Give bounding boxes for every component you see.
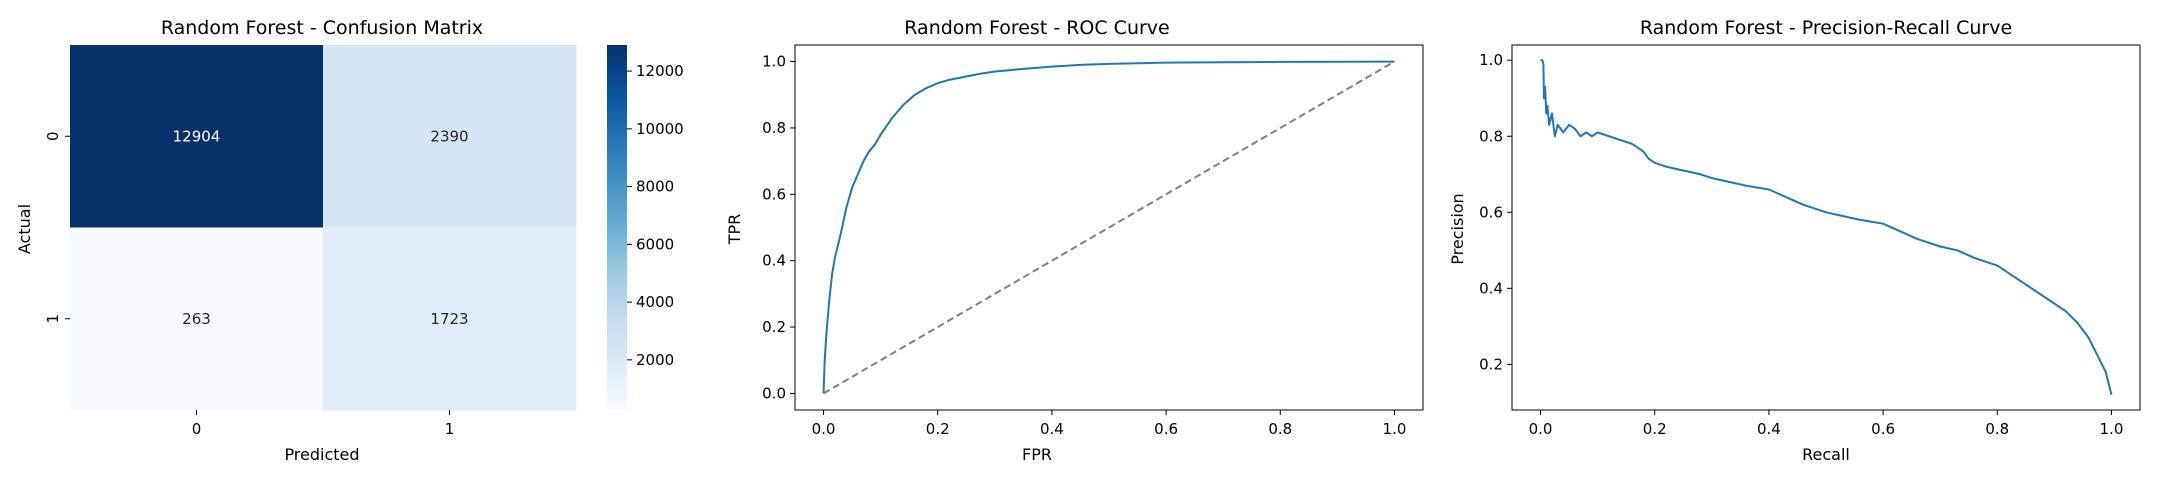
pr-x-tick-label: 0.6 [1871,420,1895,438]
cm-y-tick-label: 0 [44,131,62,141]
pr-plot-area: 0.0 0.2 0.4 0.6 0.8 1.0 0.2 0.4 0.6 0.8 1.0 [1479,44,2141,438]
pr-x-tick-label: 0.2 [1643,420,1667,438]
roc-y-tick-label: 0.2 [762,318,786,336]
cm-cell-label: 2390 [430,127,468,145]
pr-x-tick-label: 0.8 [1985,420,2009,438]
cm-x-tick-label: 0 [192,420,202,438]
pr-x-tick-label: 0.4 [1757,420,1781,438]
cm-y-label: Actual [15,204,34,254]
roc-x-tick-label: 0.8 [1268,420,1292,438]
pr-y-label: Precision [1448,193,1467,264]
roc-x-tick-label: 1.0 [1383,420,1407,438]
cm-cell-0-0 [70,45,324,228]
roc-title: Random Forest - ROC Curve [904,17,1169,39]
cm-x-tick-label: 1 [445,420,455,438]
roc-x-tick-label: 0.0 [812,420,836,438]
cm-colorbar-tick-label: 2000 [636,351,674,369]
roc-axes-frame [794,44,1424,411]
pr-x-tick-label: 1.0 [2100,420,2124,438]
cm-colorbar [607,45,627,410]
roc-plot-area: 0.0 0.2 0.4 0.6 0.8 1.0 0.0 0.2 0.4 0.6 0.8 1.0 [762,44,1424,438]
pr-x-label: Recall [1802,445,1850,464]
pr-y-tick-label: 0.4 [1479,279,1503,297]
pr-y-tick-label: 1.0 [1479,51,1503,69]
pr-series-line-0 [1540,59,2113,396]
pr-y-tick-label: 0.2 [1479,355,1503,373]
pr-y-tick-label: 0.6 [1479,203,1503,221]
cm-y-ticks: 01 [44,131,70,324]
roc-y-label: TPR [725,214,744,246]
roc-x-label: FPR [1022,445,1052,464]
roc-panel: Random Forest - ROC Curve 0.0 0.2 0.4 0.6 0.… [725,17,1424,464]
cm-cell-1-0 [70,227,324,411]
pr-x-tick-label: 0.0 [1529,420,1553,438]
confusion-matrix-panel: Random Forest - Confusion Matrix 12904 23… [15,17,684,464]
roc-x-tick-label: 0.4 [1040,420,1064,438]
cm-colorbar-tick-label: 6000 [636,235,674,253]
cm-x-label: Predicted [284,445,359,464]
pr-panel: Random Forest - Precision-Recall Curve 0… [1448,17,2141,464]
roc-y-tick-label: 0.8 [762,119,786,137]
cm-y-tick-label: 1 [44,314,62,324]
cm-colorbar-tick-label: 10000 [636,120,684,138]
cm-colorbar-tick-label: 12000 [636,62,684,80]
roc-series-line-1 [823,60,1395,395]
cm-cells: 12904 2390 263 1723 [70,45,577,411]
roc-y-tick-label: 0.0 [762,384,786,402]
pr-y-tick-label: 0.8 [1479,127,1503,145]
roc-x-tick-label: 0.2 [926,420,950,438]
roc-y-tick-label: 1.0 [762,53,786,71]
cm-title: Random Forest - Confusion Matrix [161,17,483,39]
cm-cell-1-1 [323,227,577,411]
roc-y-tick-label: 0.6 [762,185,786,203]
cm-colorbar-ticks: 2000 4000 6000 8000 10000 12000 [627,62,684,369]
cm-colorbar-tick-label: 8000 [636,178,674,196]
cm-cell-label: 12904 [173,127,221,145]
roc-x-tick-label: 0.6 [1154,420,1178,438]
cm-cell-label: 263 [182,310,211,328]
pr-title: Random Forest - Precision-Recall Curve [1640,17,2012,39]
cm-cell-label: 1723 [430,310,468,328]
cm-colorbar-tick-label: 4000 [636,293,674,311]
roc-y-tick-label: 0.4 [762,252,786,270]
roc-series-line-0 [822,60,1395,394]
cm-cell-0-1 [323,45,577,228]
pr-axes-frame [1511,44,2141,411]
